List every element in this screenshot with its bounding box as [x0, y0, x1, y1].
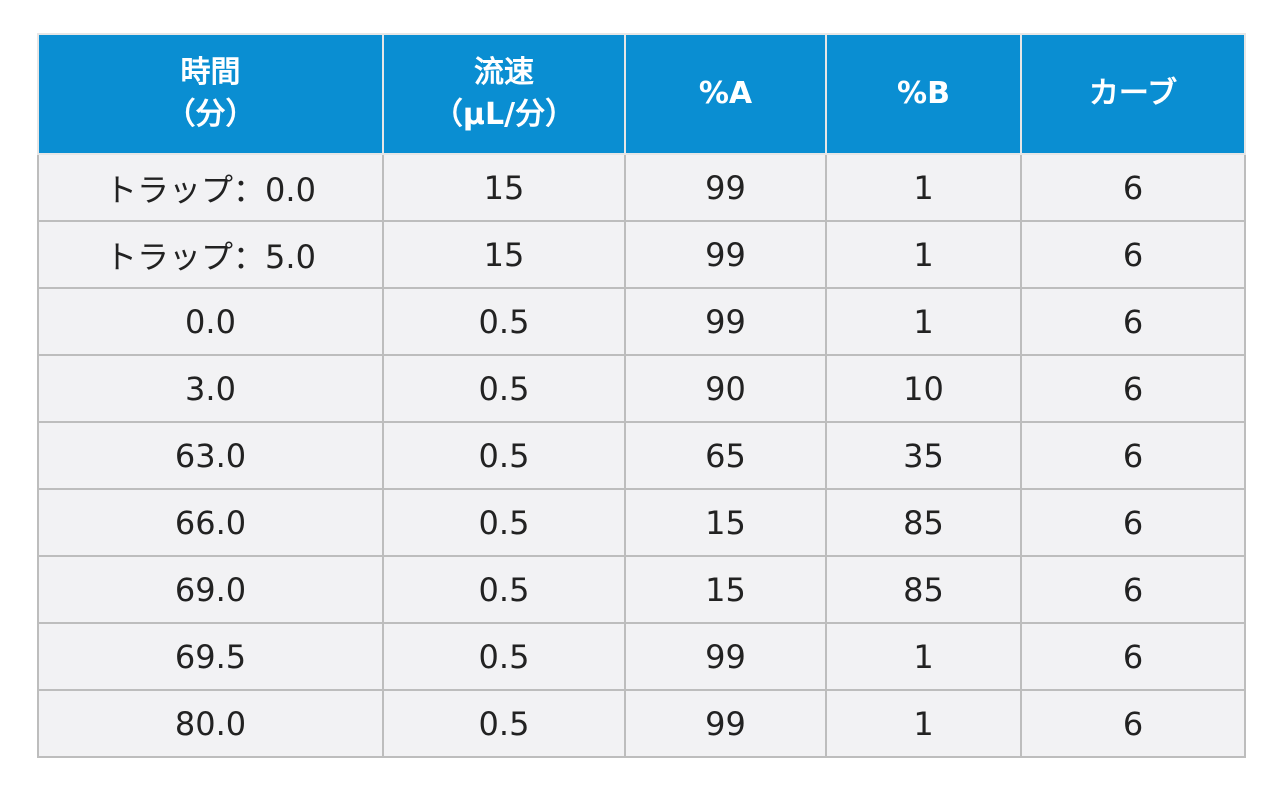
header-percent-a-label: %A [698, 76, 753, 111]
header-row: 時間 （分） 流速 （µL/分） %A %B カーブ [37, 33, 1246, 155]
cell-time: 3.0 [37, 354, 384, 423]
cell-curve: 6 [1020, 555, 1246, 624]
cell-time: 0.0 [37, 287, 384, 356]
table-row: トラップ：0.0 15 99 1 6 [37, 153, 1246, 222]
cell-flow: 0.5 [382, 421, 626, 490]
header-time-line1: 時間 [180, 55, 241, 90]
cell-flow: 15 [382, 153, 626, 222]
cell-curve: 6 [1020, 689, 1246, 758]
cell-percent-a: 65 [624, 421, 827, 490]
cell-percent-a: 99 [624, 622, 827, 691]
header-time: 時間 （分） [37, 33, 384, 155]
header-flow-line1: 流速 [474, 55, 534, 90]
cell-time: 69.0 [37, 555, 384, 624]
cell-percent-b: 1 [825, 622, 1022, 691]
cell-percent-a: 15 [624, 488, 827, 557]
cell-curve: 6 [1020, 287, 1246, 356]
table-row: 66.0 0.5 15 85 6 [37, 488, 1246, 557]
cell-time: 80.0 [37, 689, 384, 758]
cell-time: 69.5 [37, 622, 384, 691]
cell-time: トラップ：0.0 [37, 153, 384, 222]
cell-percent-b: 10 [825, 354, 1022, 423]
cell-flow: 0.5 [382, 622, 626, 691]
cell-percent-a: 99 [624, 287, 827, 356]
table-row: 69.5 0.5 99 1 6 [37, 622, 1246, 691]
gradient-table: 時間 （分） 流速 （µL/分） %A %B カーブ トラップ：0.0 15 9… [37, 33, 1246, 758]
cell-percent-a: 90 [624, 354, 827, 423]
cell-time: 63.0 [37, 421, 384, 490]
header-flow: 流速 （µL/分） [382, 33, 626, 155]
table-row: トラップ：5.0 15 99 1 6 [37, 220, 1246, 289]
header-flow-line2: （µL/分） [432, 97, 576, 132]
cell-percent-b: 1 [825, 220, 1022, 289]
cell-time: トラップ：5.0 [37, 220, 384, 289]
table-row: 63.0 0.5 65 35 6 [37, 421, 1246, 490]
cell-curve: 6 [1020, 220, 1246, 289]
cell-percent-b: 85 [825, 488, 1022, 557]
cell-curve: 6 [1020, 153, 1246, 222]
cell-percent-b: 1 [825, 153, 1022, 222]
header-curve-label: カーブ [1088, 76, 1178, 111]
cell-flow: 0.5 [382, 689, 626, 758]
cell-flow: 0.5 [382, 287, 626, 356]
cell-percent-b: 35 [825, 421, 1022, 490]
table-row: 69.0 0.5 15 85 6 [37, 555, 1246, 624]
table-row: 0.0 0.5 99 1 6 [37, 287, 1246, 356]
header-time-line2: （分） [165, 97, 256, 132]
cell-percent-a: 99 [624, 689, 827, 758]
cell-time: 66.0 [37, 488, 384, 557]
cell-flow: 0.5 [382, 354, 626, 423]
cell-curve: 6 [1020, 622, 1246, 691]
header-curve: カーブ [1020, 33, 1246, 155]
header-percent-b-label: %B [897, 76, 950, 111]
cell-flow: 0.5 [382, 555, 626, 624]
cell-percent-b: 1 [825, 689, 1022, 758]
header-percent-a: %A [624, 33, 827, 155]
cell-percent-a: 99 [624, 220, 827, 289]
header-percent-b: %B [825, 33, 1022, 155]
table-row: 3.0 0.5 90 10 6 [37, 354, 1246, 423]
cell-percent-b: 1 [825, 287, 1022, 356]
cell-percent-b: 85 [825, 555, 1022, 624]
cell-curve: 6 [1020, 421, 1246, 490]
cell-curve: 6 [1020, 488, 1246, 557]
table-row: 80.0 0.5 99 1 6 [37, 689, 1246, 758]
cell-flow: 15 [382, 220, 626, 289]
cell-percent-a: 15 [624, 555, 827, 624]
cell-flow: 0.5 [382, 488, 626, 557]
cell-curve: 6 [1020, 354, 1246, 423]
cell-percent-a: 99 [624, 153, 827, 222]
